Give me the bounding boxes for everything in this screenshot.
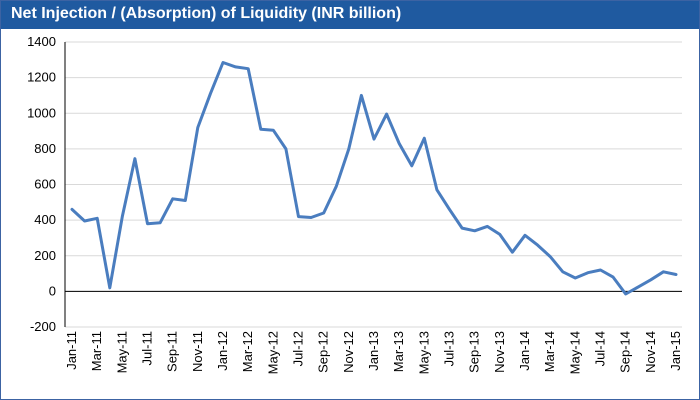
x-tick-label: May-13 — [416, 331, 431, 374]
x-tick-label: Sep-13 — [467, 331, 482, 373]
data-point — [121, 215, 124, 218]
data-point — [385, 113, 388, 116]
x-tick-label: Mar-12 — [240, 331, 255, 372]
x-tick-label: Jul-13 — [442, 331, 457, 366]
data-point — [675, 273, 678, 276]
data-point — [247, 67, 250, 70]
x-tick-label: Sep-14 — [618, 331, 633, 373]
x-tick-label: Nov-13 — [492, 331, 507, 373]
y-tick-label: -200 — [30, 319, 56, 334]
data-point — [536, 244, 539, 247]
data-point — [322, 212, 325, 215]
data-point — [486, 225, 489, 228]
data-point — [96, 217, 99, 220]
data-point — [398, 142, 401, 145]
data-point — [649, 278, 652, 281]
data-point — [448, 208, 451, 211]
x-tick-label: May-11 — [114, 331, 129, 373]
x-tick-label: Mar-11 — [89, 331, 104, 371]
data-point — [574, 277, 577, 280]
x-tick-label: Jan-14 — [517, 331, 532, 371]
data-point — [71, 208, 74, 211]
data-point — [524, 234, 527, 237]
y-tick-label: 200 — [34, 248, 56, 263]
data-point — [473, 229, 476, 232]
data-point — [511, 251, 514, 254]
data-point — [272, 129, 275, 132]
data-point — [146, 222, 149, 225]
x-tick-label: Jul-12 — [291, 331, 306, 366]
data-point — [209, 92, 212, 95]
x-tick-label: Jul-14 — [593, 331, 608, 366]
y-tick-label: 800 — [34, 141, 56, 156]
data-point — [310, 216, 313, 219]
data-point — [637, 285, 640, 288]
data-point — [83, 220, 86, 223]
y-tick-label: 600 — [34, 177, 56, 192]
data-point — [222, 61, 225, 64]
x-tick-label: May-14 — [567, 331, 582, 374]
data-point — [561, 270, 564, 273]
data-point — [133, 157, 136, 160]
y-tick-label: 1400 — [27, 34, 56, 49]
data-point — [284, 147, 287, 150]
y-tick-label: 1000 — [27, 105, 56, 120]
data-point — [624, 293, 627, 296]
series-line — [70, 61, 678, 296]
data-point — [297, 215, 300, 218]
data-point — [234, 65, 237, 68]
x-tick-label: Jan-15 — [668, 331, 683, 371]
y-tick-label: 400 — [34, 212, 56, 227]
y-tick-label: 1200 — [27, 70, 56, 85]
data-point — [335, 185, 338, 188]
data-point — [196, 126, 199, 129]
x-tick-label: Sep-11 — [165, 331, 180, 372]
y-tick-label: 0 — [49, 283, 56, 298]
data-point — [347, 147, 350, 150]
x-tick-label: Jan-11 — [64, 331, 79, 370]
data-point — [108, 286, 111, 289]
x-tick-label: Sep-12 — [316, 331, 331, 373]
x-tick-label: Nov-12 — [341, 331, 356, 373]
chart-title: Net Injection / (Absorption) of Liquidit… — [11, 5, 402, 22]
x-tick-label: Nov-11 — [190, 331, 205, 372]
data-point — [373, 138, 376, 141]
data-point — [435, 188, 438, 191]
data-point — [586, 271, 589, 274]
x-tick-label: Mar-14 — [542, 331, 557, 372]
x-tick-label: Jan-13 — [366, 331, 381, 371]
data-point — [662, 270, 665, 273]
chart-title-bar: Net Injection / (Absorption) of Liquidit… — [1, 1, 699, 29]
x-tick-label: Mar-13 — [391, 331, 406, 372]
data-point — [410, 164, 413, 167]
data-point — [612, 276, 615, 279]
x-tick-label: Jul-11 — [140, 331, 155, 365]
data-point — [259, 128, 262, 131]
x-tick-label: Nov-14 — [643, 331, 658, 373]
x-tick-label: Jan-12 — [215, 331, 230, 371]
data-point — [159, 221, 162, 224]
data-point — [461, 227, 464, 230]
data-point — [171, 197, 174, 200]
data-point — [423, 137, 426, 140]
data-point — [599, 269, 602, 272]
data-point — [498, 233, 501, 236]
x-tick-label: May-12 — [265, 331, 280, 374]
data-point — [360, 94, 363, 97]
data-point — [549, 255, 552, 258]
data-point — [184, 199, 187, 202]
